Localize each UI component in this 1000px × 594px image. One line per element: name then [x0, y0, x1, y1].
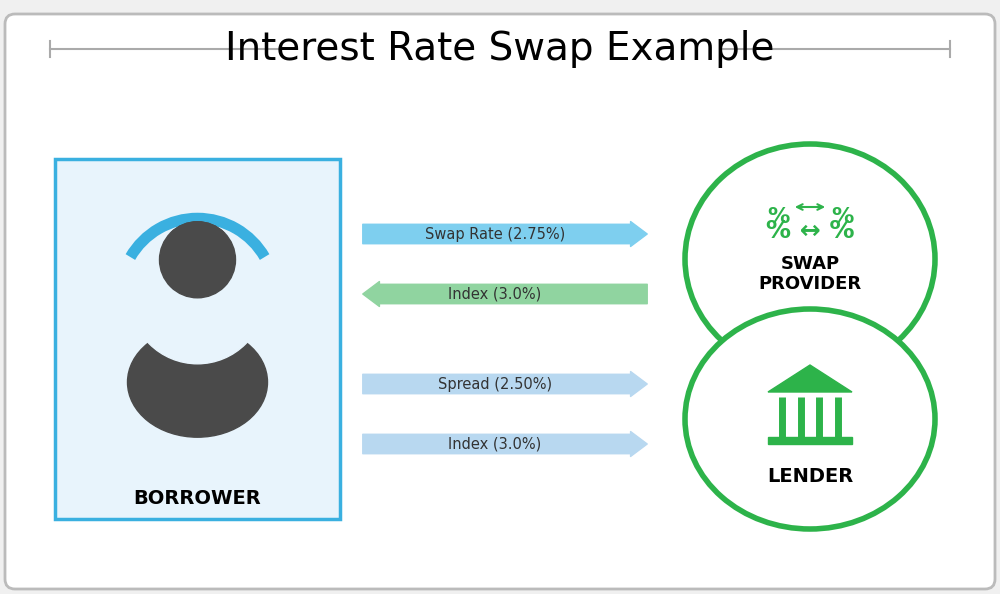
- Ellipse shape: [685, 309, 935, 529]
- FancyBboxPatch shape: [768, 437, 852, 444]
- Text: LENDER: LENDER: [767, 467, 853, 486]
- FancyArrowPatch shape: [363, 371, 647, 397]
- Text: Index (3.0%): Index (3.0%): [448, 437, 542, 451]
- FancyArrowPatch shape: [363, 282, 647, 307]
- Circle shape: [130, 228, 266, 364]
- Text: % ↔ %: % ↔ %: [766, 219, 854, 243]
- FancyBboxPatch shape: [55, 159, 340, 519]
- FancyArrowPatch shape: [363, 431, 647, 457]
- Circle shape: [160, 222, 236, 298]
- Text: %: %: [767, 207, 789, 227]
- Text: Index (3.0%): Index (3.0%): [448, 286, 542, 302]
- Text: Swap Rate (2.75%): Swap Rate (2.75%): [425, 226, 565, 242]
- Circle shape: [160, 222, 236, 298]
- Text: %: %: [831, 207, 853, 227]
- Text: Spread (2.50%): Spread (2.50%): [438, 377, 552, 391]
- Text: Interest Rate Swap Example: Interest Rate Swap Example: [225, 30, 775, 68]
- FancyArrowPatch shape: [363, 222, 647, 247]
- Ellipse shape: [128, 327, 268, 437]
- Ellipse shape: [685, 144, 935, 374]
- Polygon shape: [768, 365, 852, 392]
- Text: BORROWER: BORROWER: [134, 489, 261, 508]
- FancyBboxPatch shape: [5, 14, 995, 589]
- Text: SWAP
PROVIDER: SWAP PROVIDER: [758, 255, 862, 293]
